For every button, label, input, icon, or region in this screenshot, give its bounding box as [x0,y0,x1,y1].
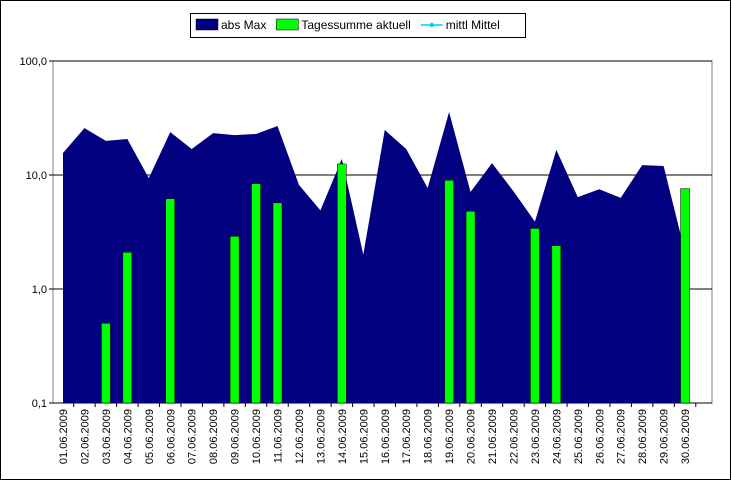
legend-box [190,13,526,38]
x-tick-label: 24.06.2009 [551,409,563,464]
bar [101,323,111,404]
x-tick-label: 25.06.2009 [573,409,585,464]
legend-label: mittl Mittel [446,18,500,32]
legend-marker [429,22,434,28]
bar [165,198,175,404]
bar [530,228,540,404]
x-tick-label: 26.06.2009 [594,409,606,464]
legend-swatch [195,18,219,31]
x-tick-label: 08.06.2009 [208,409,220,464]
bar [444,179,454,404]
y-tick-label: 100,0 [19,56,47,68]
x-tick-label: 23.06.2009 [530,409,542,464]
x-tick-label: 04.06.2009 [122,409,134,464]
x-tick-label: 30.06.2009 [680,409,692,464]
legend-label: Tagessumme aktuell [301,18,410,32]
x-tick-label: 21.06.2009 [487,409,499,464]
x-tick-label: 18.06.2009 [423,409,435,464]
x-tick-label: 20.06.2009 [466,409,478,464]
x-tick-label: 05.06.2009 [144,409,156,464]
y-tick-label: 1,0 [32,284,47,296]
x-tick-label: 10.06.2009 [251,409,263,464]
bar [272,202,283,404]
legend-label: abs Max [221,18,266,32]
x-tick-label: 12.06.2009 [294,409,306,464]
legend-swatch [276,18,299,31]
x-tick-label: 28.06.2009 [637,409,649,464]
x-tick-label: 14.06.2009 [337,409,349,464]
bar [337,163,347,404]
x-tick-label: 29.06.2009 [659,409,671,464]
x-tick-label: 27.06.2009 [616,409,628,464]
x-tick-label: 11.06.2009 [273,409,285,463]
x-tick-label: 07.06.2009 [187,409,199,464]
x-tick-label: 16.06.2009 [380,409,392,464]
y-tick-label: 10,0 [26,170,47,182]
x-tick-label: 09.06.2009 [230,409,242,464]
x-tick-label: 15.06.2009 [358,409,370,464]
bar [229,236,240,404]
x-tick-label: 06.06.2009 [165,409,177,464]
x-tick-label: 01.06.2009 [58,409,70,464]
bar [551,245,562,404]
x-tick-label: 17.06.2009 [401,409,413,464]
bar [122,252,133,404]
area [63,111,686,404]
x-tick-label: 13.06.2009 [315,409,327,464]
bar [251,183,261,404]
y-tick-label: 0,1 [32,398,47,410]
x-tick-label: 03.06.2009 [101,409,113,464]
x-tick-label: 02.06.2009 [79,409,91,464]
x-tick-label: 22.06.2009 [508,409,520,464]
bar [465,211,476,404]
bar [680,188,690,404]
x-tick-label: 19.06.2009 [444,409,456,464]
